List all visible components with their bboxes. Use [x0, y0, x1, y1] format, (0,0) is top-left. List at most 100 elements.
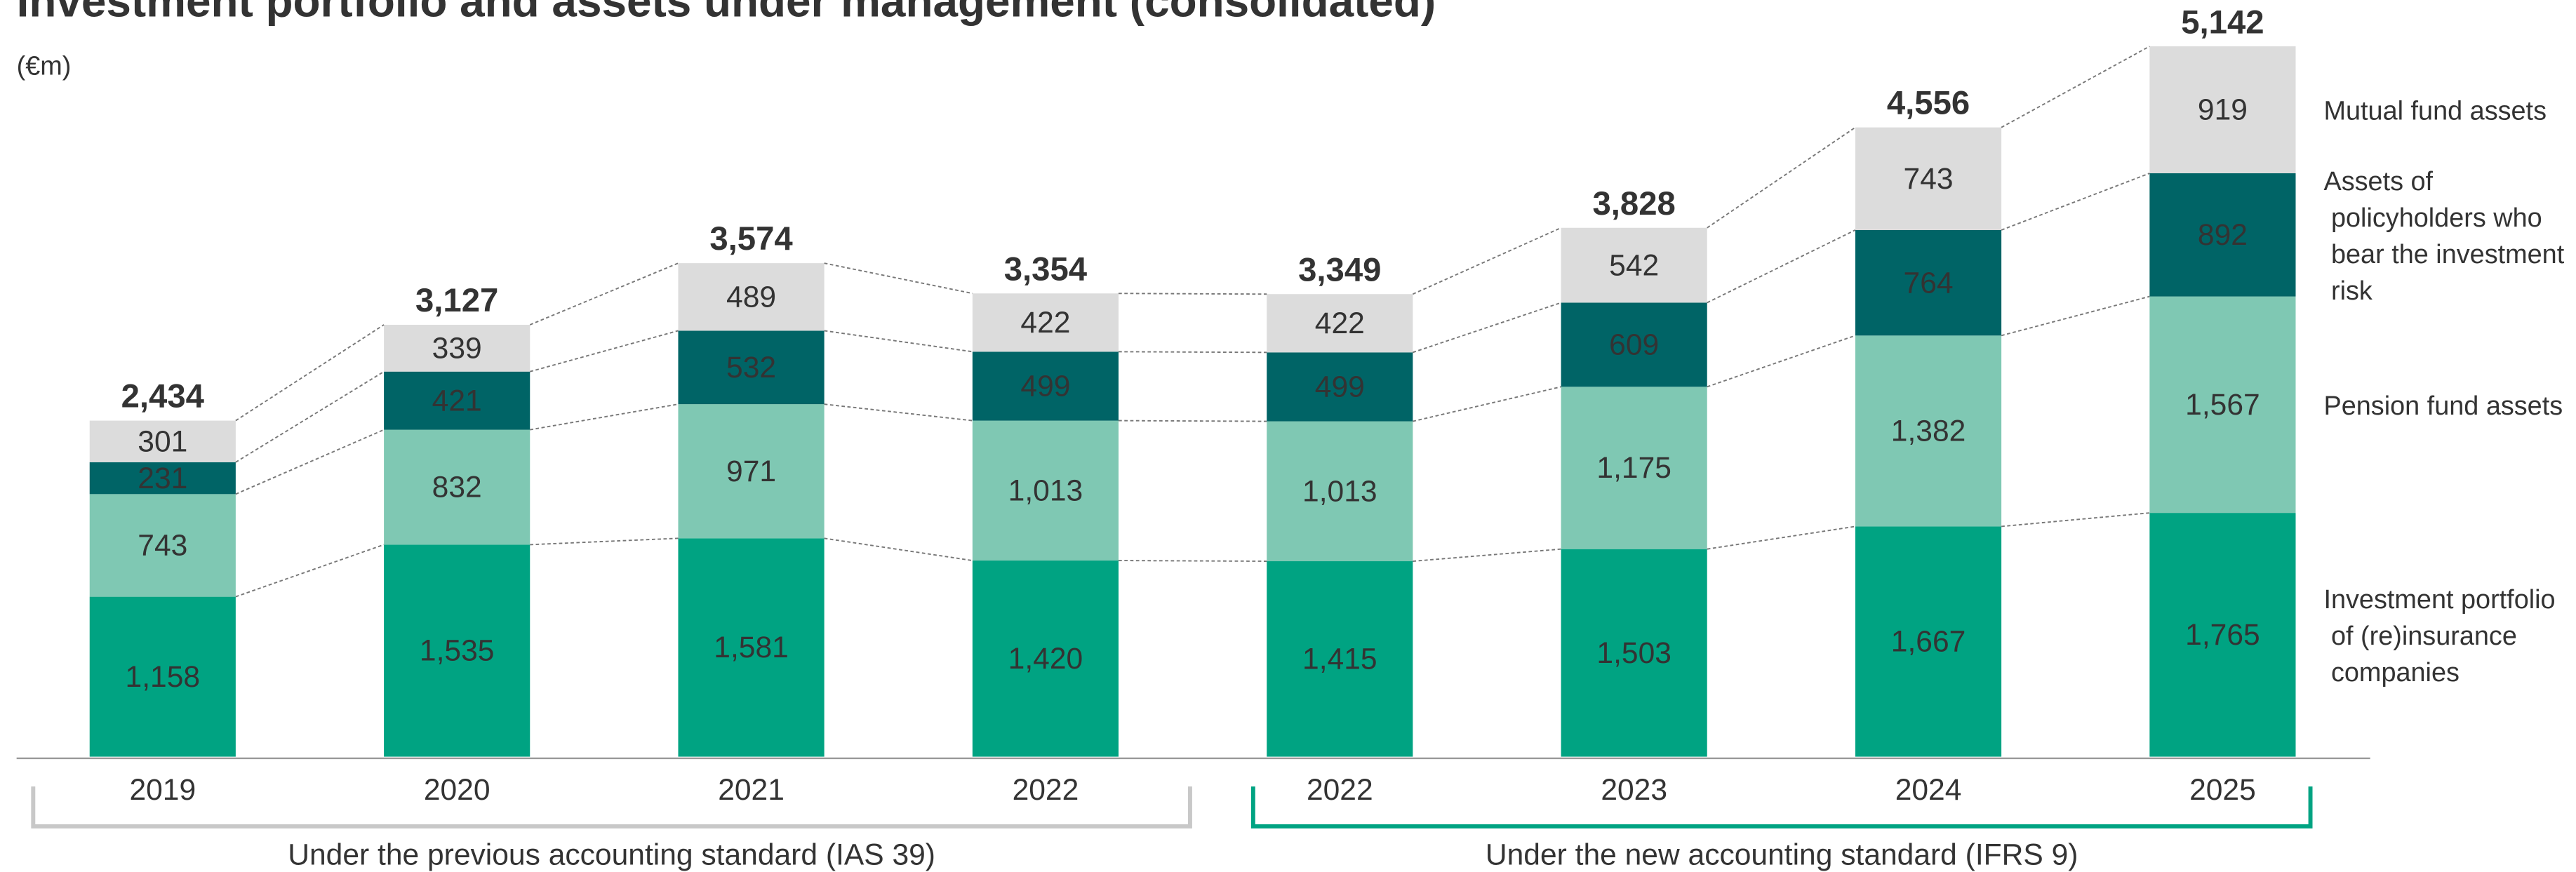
bar-segment [2149, 513, 2296, 757]
value-label: 499 [1020, 370, 1070, 403]
value-label: 1,535 [420, 634, 495, 668]
bar-segment [678, 330, 825, 405]
bar-segment [1267, 352, 1413, 422]
connector [235, 544, 385, 598]
value-label: 1,667 [1891, 625, 1966, 659]
x-tick-label: 2022 [1013, 773, 1079, 807]
value-label: 542 [1609, 248, 1659, 282]
legend-label: Assets of policyholders who bear the inv… [2323, 167, 2564, 306]
group-label: Under the new accounting standard (IFRS … [1486, 838, 2078, 871]
bar-segment [384, 324, 530, 372]
legend-line: companies [2323, 658, 2459, 687]
x-tick-label: 2021 [718, 773, 785, 807]
connector [1413, 548, 1561, 562]
connector [235, 324, 385, 422]
bar-segment [678, 263, 825, 331]
legend-label: Pension fund assets [2323, 391, 2563, 421]
bar-segment [384, 544, 530, 757]
connector [235, 429, 385, 495]
connector [2001, 295, 2150, 337]
bar-segment [384, 371, 530, 430]
value-label: 532 [726, 351, 776, 384]
connector [1707, 126, 1856, 229]
legend-line: Pension fund assets [2323, 391, 2563, 421]
legend-label: Mutual fund assets [2323, 97, 2547, 126]
total-label: 4,556 [1887, 85, 1970, 122]
total-label: 3,127 [415, 282, 498, 319]
legend-line: bear the investment [2323, 240, 2564, 269]
value-label: 1,175 [1596, 451, 1671, 485]
bar-segment [89, 420, 236, 462]
bar-segment [89, 494, 236, 597]
connector [529, 330, 679, 373]
x-tick-label: 2025 [2189, 773, 2256, 807]
x-tick-label: 2019 [129, 773, 196, 807]
connector [529, 262, 679, 326]
bar-segment [2149, 46, 2296, 173]
value-label: 1,415 [1302, 642, 1377, 676]
value-label: 422 [1315, 307, 1365, 340]
legend-line: Investment portfolio [2323, 585, 2555, 615]
connector [235, 370, 385, 463]
bar-segment [2149, 296, 2296, 514]
bar-segment [1561, 302, 1707, 387]
bar-segment [384, 429, 530, 545]
bar-segment [1855, 526, 2002, 757]
legend-label: Investment portfolio of (re)insurance co… [2323, 585, 2555, 687]
value-label: 1,013 [1302, 474, 1377, 508]
total-label: 3,828 [1592, 185, 1675, 222]
bar-segment [1267, 294, 1413, 353]
bar-segment [1855, 229, 2002, 336]
value-label: 421 [432, 384, 482, 417]
bar-segment [1855, 335, 2002, 527]
connector [1412, 227, 1561, 295]
bar-segment [1561, 227, 1707, 303]
value-label: 1,382 [1891, 415, 1966, 448]
bar-segment [678, 404, 825, 539]
bar-segment [89, 596, 236, 757]
value-label: 971 [726, 455, 776, 488]
connector [530, 403, 679, 431]
value-label: 231 [138, 462, 187, 495]
total-label: 3,354 [1004, 250, 1088, 288]
value-label: 489 [726, 280, 776, 314]
connector [824, 330, 973, 353]
connector [1413, 302, 1561, 354]
group-bracket [1250, 786, 2313, 829]
total-label: 3,574 [709, 220, 793, 257]
connector [1118, 420, 1267, 422]
value-label: 1,567 [2185, 388, 2260, 422]
connector [1413, 386, 1561, 422]
bar-segment [1561, 387, 1707, 549]
value-label: 1,765 [2185, 618, 2260, 652]
value-label: 832 [432, 471, 482, 504]
value-label: 339 [432, 332, 482, 365]
connector [824, 262, 973, 295]
group-label: Under the previous accounting standard (… [288, 838, 935, 871]
value-label: 609 [1609, 328, 1659, 362]
value-label: 892 [2198, 218, 2248, 252]
bar-segment [1561, 549, 1707, 757]
chart-title: Investment portfolio and assets under ma… [17, 0, 1436, 27]
x-tick-label: 2024 [1895, 773, 1962, 807]
value-label: 499 [1315, 370, 1365, 404]
x-tick-label: 2023 [1601, 773, 1667, 807]
subtitle: (€m) [17, 51, 72, 81]
connector [1707, 525, 1856, 550]
connector [2001, 512, 2150, 528]
connector [2001, 173, 2150, 231]
legend-line: Mutual fund assets [2323, 97, 2547, 126]
group-bracket [31, 786, 1192, 829]
bar-segment [678, 538, 825, 757]
value-label: 764 [1904, 266, 1954, 300]
total-label: 3,349 [1298, 251, 1381, 288]
x-tick-label: 2020 [424, 773, 490, 807]
connector [530, 537, 679, 546]
value-label: 1,420 [1008, 642, 1083, 676]
bar-segment [2149, 173, 2296, 297]
legend-line: policyholders who [2323, 203, 2542, 233]
bar-segment [1267, 561, 1413, 757]
bar-segment [972, 561, 1119, 757]
